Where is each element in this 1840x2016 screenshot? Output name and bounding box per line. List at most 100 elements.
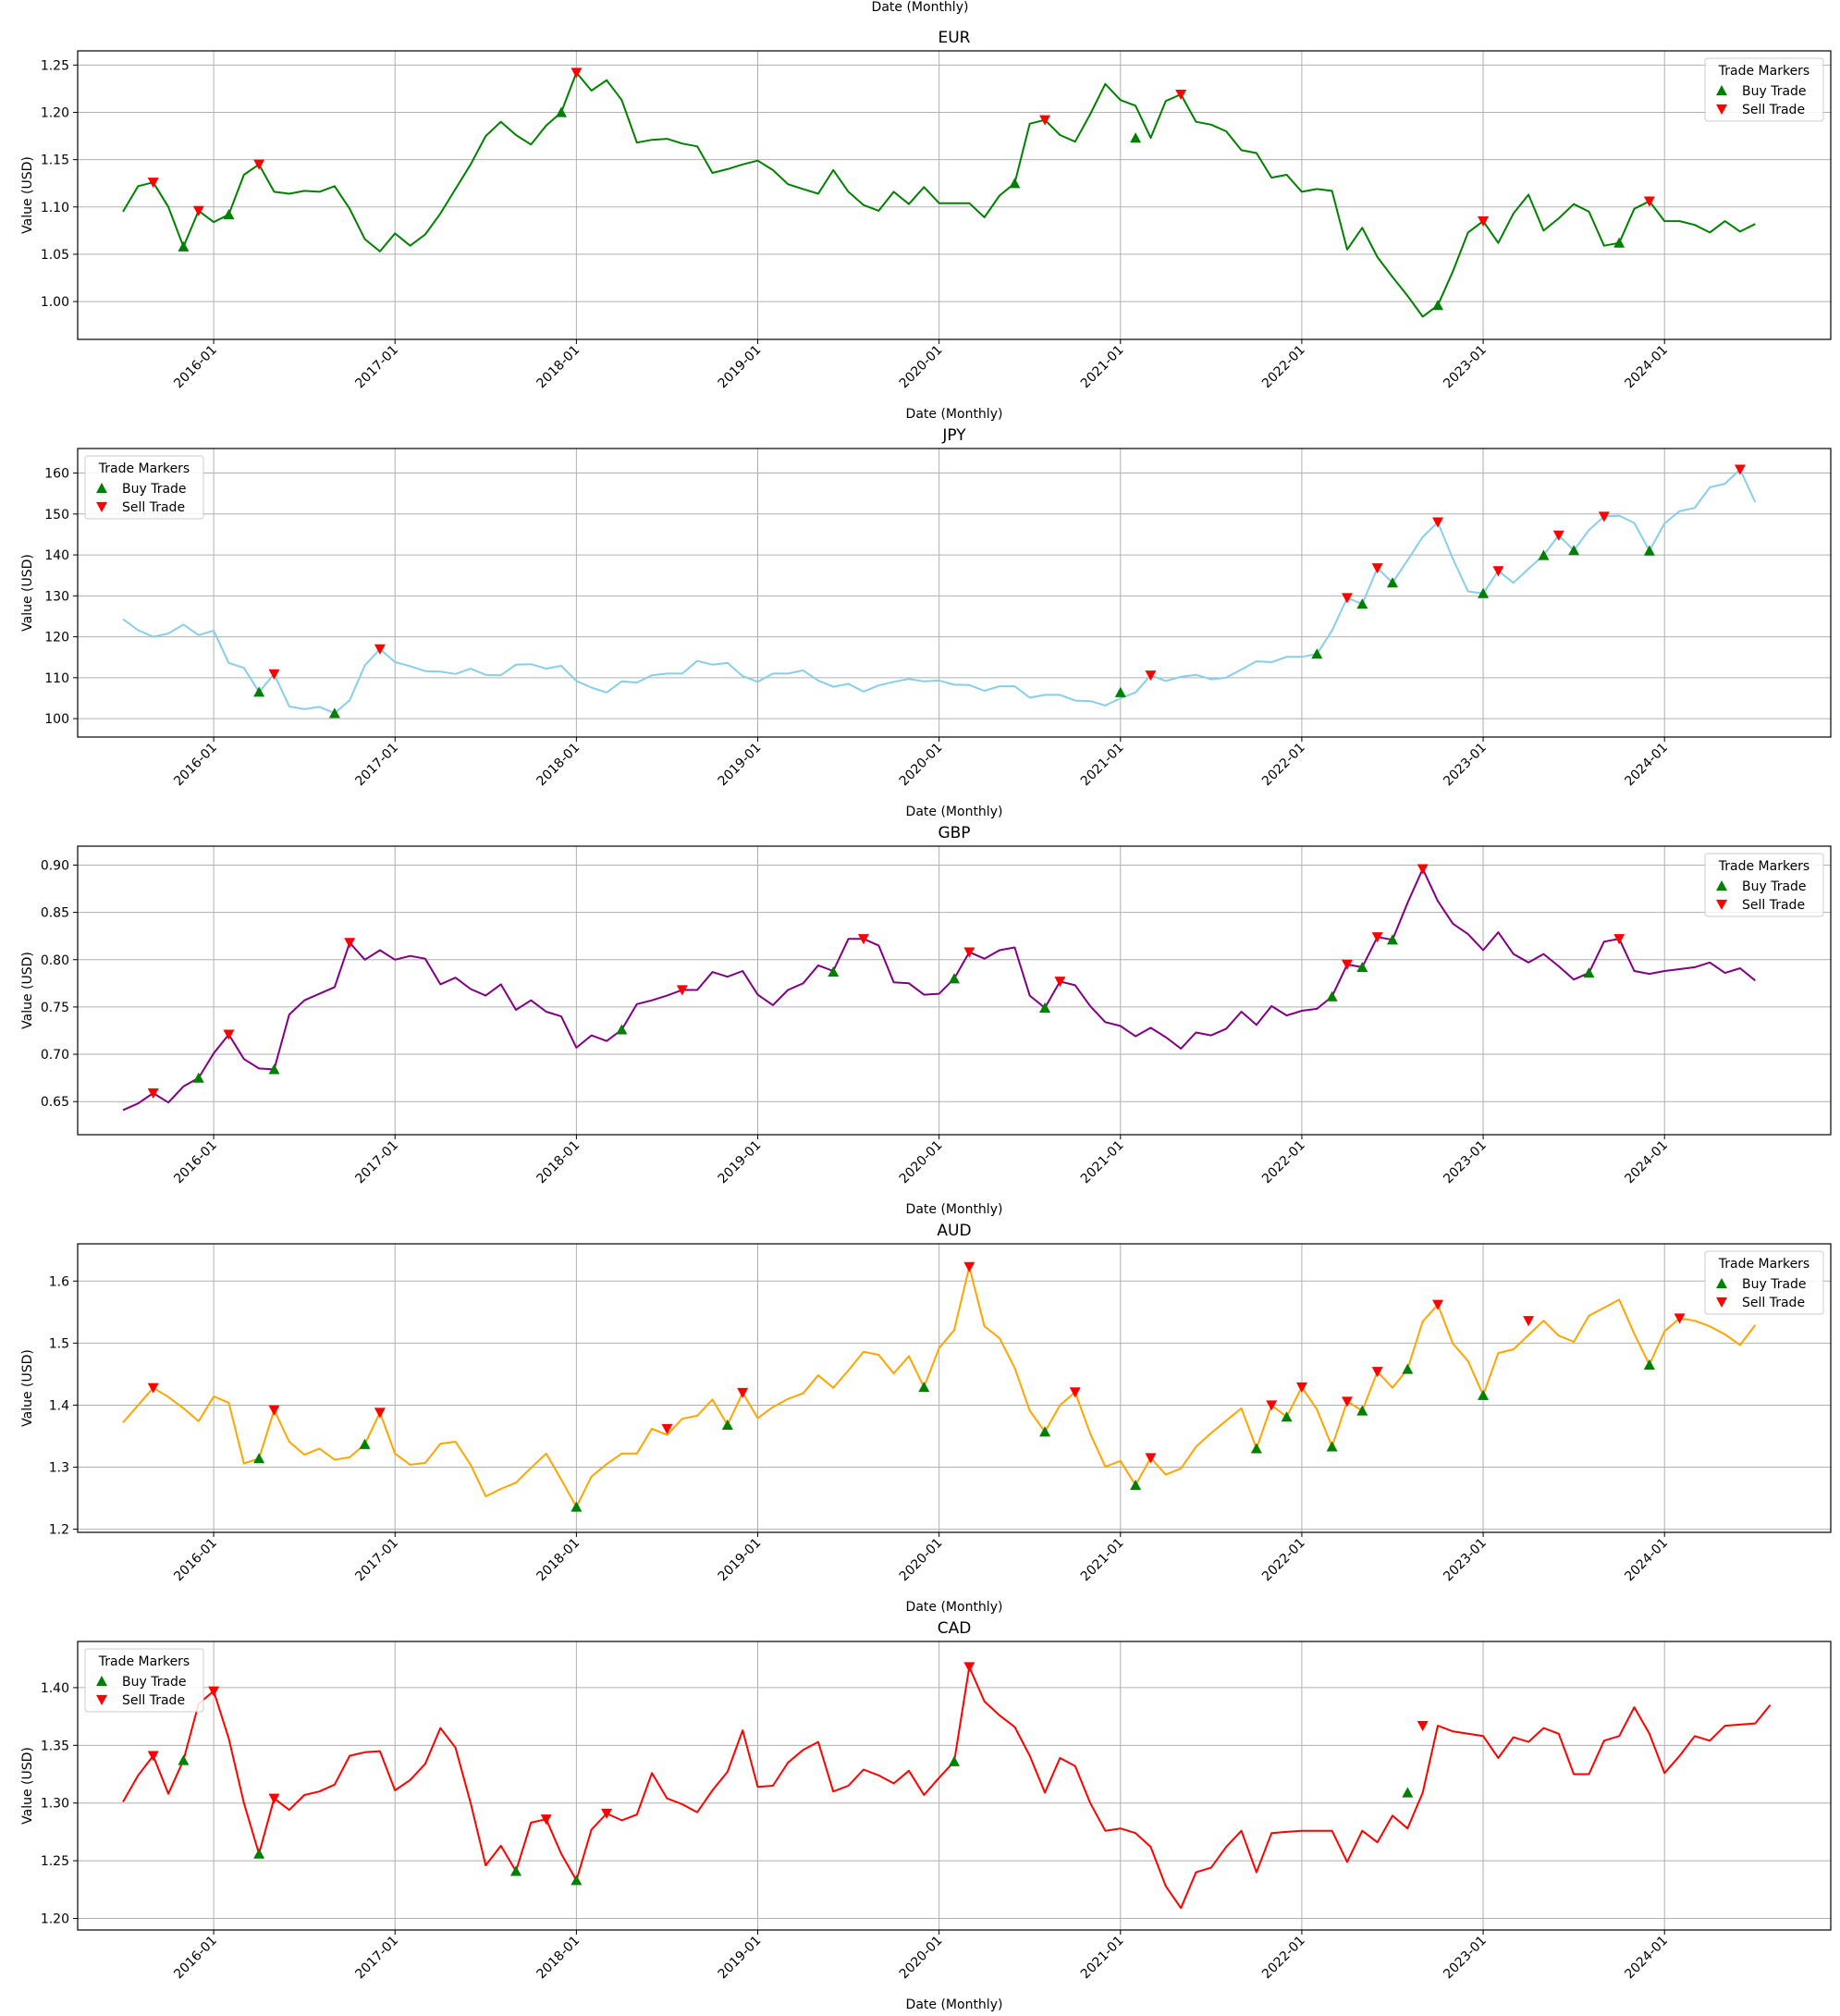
eur-buy-marker bbox=[556, 106, 568, 117]
aud-ytick-label: 1.5 bbox=[49, 1336, 69, 1351]
eur-sell-marker bbox=[147, 178, 159, 189]
jpy-sell-marker bbox=[1598, 511, 1610, 522]
eur-ytick-label: 1.25 bbox=[41, 58, 69, 73]
aud-sell-marker bbox=[268, 1405, 280, 1416]
cad-xtick-label: 2018-01 bbox=[534, 1934, 583, 1983]
gbp-sell-marker bbox=[344, 938, 356, 949]
aud-sell-marker bbox=[1341, 1396, 1353, 1408]
aud-legend-buy-label: Buy Trade bbox=[1742, 1277, 1807, 1292]
jpy-legend-sell-label: Sell Trade bbox=[122, 500, 185, 515]
aud-sell-marker bbox=[147, 1383, 159, 1394]
gbp-xtick-label: 2019-01 bbox=[716, 1138, 765, 1187]
eur-xtick-label: 2024-01 bbox=[1622, 343, 1671, 392]
eur-xtick-label: 2022-01 bbox=[1259, 343, 1308, 392]
eur-xlabel: Date (Monthly) bbox=[906, 407, 1003, 422]
aud-sell-marker bbox=[963, 1261, 975, 1272]
jpy-sell-marker bbox=[1432, 517, 1444, 528]
jpy-sell-marker bbox=[1371, 563, 1383, 574]
cad-sell-marker bbox=[601, 1808, 613, 1819]
aud-buy-marker bbox=[1643, 1358, 1655, 1370]
cad-ylabel: Value (USD) bbox=[20, 1747, 35, 1825]
eur-sell-marker bbox=[1175, 89, 1187, 101]
cad-legend-buy-label: Buy Trade bbox=[122, 1675, 187, 1690]
eur-legend bbox=[1704, 57, 1824, 122]
cad-legend-title: Trade Markers bbox=[98, 1654, 190, 1669]
eur-buy-marker bbox=[223, 208, 235, 220]
aud-sell-marker bbox=[661, 1423, 673, 1434]
aud-sell-marker bbox=[1069, 1387, 1081, 1398]
gbp-legend-title: Trade Markers bbox=[1718, 859, 1809, 874]
aud-sell-marker bbox=[1266, 1400, 1278, 1411]
cad-xlabel: Date (Monthly) bbox=[906, 1998, 1003, 2012]
gbp-buy-marker bbox=[192, 1072, 204, 1083]
gbp-buy-marker bbox=[268, 1063, 280, 1075]
jpy-sell-marker bbox=[1492, 566, 1504, 577]
cad-sell-marker bbox=[1417, 1721, 1429, 1732]
jpy-buy-marker bbox=[1311, 648, 1323, 659]
jpy-ylabel: Value (USD) bbox=[20, 554, 35, 632]
cad-xtick-label: 2020-01 bbox=[897, 1934, 946, 1983]
gbp-sell-marker bbox=[1613, 934, 1625, 945]
cad-sell-marker bbox=[540, 1814, 552, 1825]
aud-buy-marker bbox=[1478, 1389, 1490, 1400]
eur-sell-marker bbox=[570, 68, 583, 79]
aud-ylabel: Value (USD) bbox=[20, 1349, 35, 1427]
gbp-xtick-label: 2017-01 bbox=[352, 1138, 401, 1187]
gbp-xtick-label: 2024-01 bbox=[1622, 1138, 1671, 1187]
aud-xlabel: Date (Monthly) bbox=[906, 1600, 1003, 1615]
aud-buy-marker bbox=[1326, 1441, 1338, 1452]
cad-xtick-label: 2022-01 bbox=[1259, 1934, 1308, 1983]
aud-legend bbox=[1704, 1250, 1824, 1315]
jpy-xtick-label: 2016-01 bbox=[171, 741, 220, 790]
gbp-sell-marker bbox=[1054, 977, 1066, 988]
eur-xtick-label: 2023-01 bbox=[1441, 343, 1490, 392]
gbp-ytick-label: 0.90 bbox=[41, 858, 69, 873]
gbp-ylabel: Value (USD) bbox=[20, 952, 35, 1029]
jpy-ytick-label: 100 bbox=[44, 712, 69, 727]
cad-buy-marker bbox=[253, 1848, 265, 1859]
aud-buy-marker bbox=[1039, 1426, 1051, 1437]
cad-xtick-label: 2019-01 bbox=[716, 1934, 765, 1983]
gbp-sell-marker bbox=[963, 947, 975, 958]
gbp-xtick-label: 2020-01 bbox=[897, 1138, 946, 1187]
gbp-ytick-label: 0.80 bbox=[41, 953, 69, 968]
eur-xtick-label: 2016-01 bbox=[171, 343, 220, 392]
eur-sell-marker bbox=[1643, 196, 1655, 207]
gbp-buy-marker bbox=[1583, 967, 1595, 978]
aud-buy-marker bbox=[253, 1453, 265, 1464]
aud-buy-marker bbox=[359, 1438, 371, 1449]
jpy-buy-marker bbox=[1568, 545, 1580, 556]
aud-ytick-label: 1.3 bbox=[49, 1461, 69, 1476]
jpy-ytick-label: 110 bbox=[44, 671, 69, 686]
gbp-ytick-label: 0.65 bbox=[41, 1095, 69, 1110]
aud-xtick-label: 2023-01 bbox=[1441, 1536, 1490, 1585]
gbp-sell-marker bbox=[1371, 932, 1383, 943]
jpy-title: JPY bbox=[941, 426, 966, 445]
eur-ylabel: Value (USD) bbox=[20, 156, 35, 234]
eur-legend-sell-marker bbox=[1716, 104, 1727, 115]
gbp-ytick-label: 0.70 bbox=[41, 1048, 69, 1063]
jpy-buy-marker bbox=[1356, 598, 1368, 609]
aud-ytick-label: 1.2 bbox=[49, 1523, 69, 1538]
jpy-legend-buy-marker bbox=[96, 483, 107, 494]
cad-series-line bbox=[122, 1666, 1772, 1910]
cad-xtick-label: 2023-01 bbox=[1441, 1934, 1490, 1983]
aud-legend-title: Trade Markers bbox=[1718, 1257, 1809, 1272]
aud-xtick-label: 2020-01 bbox=[897, 1536, 946, 1585]
cad-sell-marker bbox=[963, 1662, 975, 1673]
aud-buy-marker bbox=[1281, 1411, 1293, 1422]
gbp-ytick-label: 0.85 bbox=[41, 906, 69, 921]
cad-sell-marker bbox=[208, 1686, 220, 1697]
jpy-buy-marker bbox=[1387, 577, 1398, 588]
cad-legend bbox=[84, 1648, 204, 1713]
gbp-legend-sell-marker bbox=[1716, 899, 1727, 910]
jpy-sell-marker bbox=[1145, 670, 1157, 682]
aud-buy-marker bbox=[1130, 1480, 1142, 1491]
jpy-legend bbox=[84, 455, 204, 520]
jpy-buy-marker bbox=[1478, 587, 1490, 598]
gbp-sell-marker bbox=[1341, 959, 1353, 970]
aud-buy-marker bbox=[1402, 1363, 1414, 1374]
gbp-xtick-label: 2016-01 bbox=[171, 1138, 220, 1187]
jpy-ytick-label: 130 bbox=[44, 589, 69, 604]
